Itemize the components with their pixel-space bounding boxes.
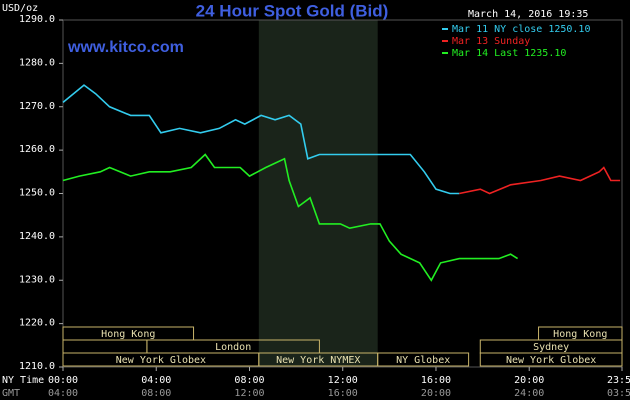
y-tick-label: 1220.0: [19, 318, 55, 329]
y-tick-label: 1260.0: [19, 144, 55, 155]
x-tick-label: 20:00: [514, 375, 544, 386]
unit-label: USD/oz: [2, 3, 38, 14]
session-box: [479, 352, 623, 367]
x-tick-label: 23:59: [607, 375, 630, 386]
gmt-tick-label: 08:00: [141, 388, 171, 399]
session-label: Hong Kong: [101, 329, 155, 340]
x-tick-label: 00:00: [48, 375, 78, 386]
y-tick-label: 1280.0: [19, 57, 55, 68]
session-label: Hong Kong: [553, 329, 607, 340]
session-label: London: [215, 342, 251, 353]
session-label: New York NYMEX: [276, 355, 360, 366]
session-label: New York Globex: [506, 355, 596, 366]
legend-label: Mar 11 NY close 1250.10: [452, 24, 590, 35]
chart-title: 24 Hour Spot Gold (Bid): [196, 1, 389, 20]
y-tick-label: 1250.0: [19, 188, 55, 199]
y-tick-label: 1230.0: [19, 274, 55, 285]
shaded-range: [258, 20, 378, 367]
x-tick-label: 16:00: [421, 375, 451, 386]
x-row-label: GMT: [2, 388, 20, 399]
website: www.kitco.com: [67, 39, 184, 56]
gmt-tick-label: 03:59: [607, 388, 630, 399]
x-tick-label: 08:00: [234, 375, 264, 386]
price-line: [62, 84, 460, 195]
gmt-tick-label: 04:00: [48, 388, 78, 399]
session-label: New York Globex: [116, 355, 206, 366]
gmt-tick-label: 12:00: [234, 388, 264, 399]
y-tick-label: 1290.0: [19, 14, 55, 25]
price-line: [459, 166, 621, 195]
legend-label: Mar 13 Sunday: [452, 36, 530, 47]
session-label: NY Globex: [396, 355, 450, 366]
price-line: [62, 153, 519, 282]
x-row-label: NY Time: [2, 375, 44, 386]
gmt-tick-label: 20:00: [421, 388, 451, 399]
session-box: [377, 352, 470, 367]
y-tick-label: 1270.0: [19, 101, 55, 112]
gmt-tick-label: 24:00: [514, 388, 544, 399]
x-tick-label: 04:00: [141, 375, 171, 386]
session-label: Sydney: [533, 342, 569, 353]
y-tick-label: 1210.0: [19, 361, 55, 372]
gmt-tick-label: 16:00: [328, 388, 358, 399]
legend-label: Mar 14 Last 1235.10: [452, 48, 566, 59]
y-tick-label: 1240.0: [19, 231, 55, 242]
timestamp: March 14, 2016 19:35: [468, 9, 588, 20]
x-tick-label: 12:00: [328, 375, 358, 386]
